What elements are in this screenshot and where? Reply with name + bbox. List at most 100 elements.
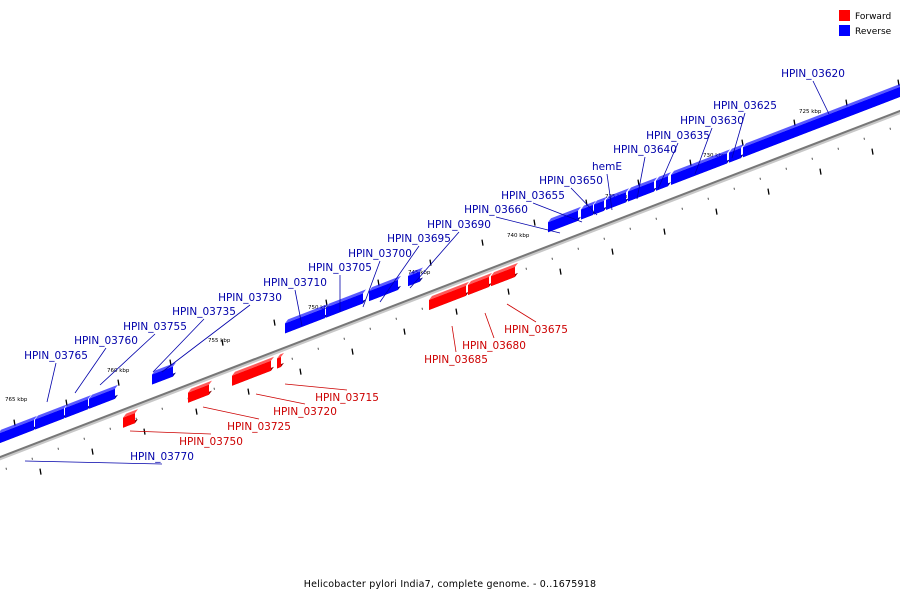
scale-tick [663, 228, 666, 235]
scale-tick [221, 339, 224, 346]
genome-caption: Helicobacter pylori India7, complete gen… [304, 579, 596, 590]
gene-label-hpin-03625: HPIN_03625 [713, 100, 777, 112]
forward-gene-block-face [277, 356, 281, 369]
reverse-gene-block-top [89, 384, 118, 399]
gene-label-hpin-03675: HPIN_03675 [504, 324, 568, 336]
reverse-gene-block-top [65, 395, 91, 409]
gene-label-hpin-03720: HPIN_03720 [273, 406, 337, 418]
gene-label-hpin-03700: HPIN_03700 [348, 248, 412, 260]
forward-gene-block [277, 352, 284, 369]
reverse-gene-block-top [285, 304, 328, 324]
scale-tick [273, 319, 276, 326]
gene-label-hpin-03680: HPIN_03680 [462, 340, 526, 352]
gene-label-hpin-03710: HPIN_03710 [263, 277, 327, 289]
reverse-gene-block-top [729, 144, 744, 153]
minor-tick [395, 317, 397, 320]
reverse-gene-block-top [326, 289, 366, 308]
reverse-gene-block [548, 206, 581, 233]
scale-tick [715, 208, 718, 215]
reverse-gene-block-top [408, 267, 423, 277]
reverse-gene-block [671, 149, 730, 185]
minor-tick [57, 447, 59, 450]
reverse-gene-block-top [628, 177, 657, 192]
forward-gene-block [468, 272, 492, 296]
minor-tick [213, 387, 215, 390]
minor-tick [629, 227, 631, 230]
reverse-gene-block-face [729, 148, 741, 163]
minor-tick [889, 127, 891, 130]
minor-tick [343, 337, 345, 340]
scale-tick [507, 288, 510, 295]
reverse-gene-block-face [326, 293, 363, 318]
minor-tick [759, 177, 761, 180]
reverse-gene-block-face [581, 204, 593, 220]
reverse-gene-block [369, 275, 401, 302]
gene-labels: HPIN_03620 HPIN_03625 HPIN_03630 HPIN_03635… [24, 68, 845, 463]
leader-line [731, 112, 746, 159]
label-leader-lines [24, 80, 830, 465]
gene-label-hpin-03765: HPIN_03765 [24, 350, 88, 362]
scale-tick [117, 379, 120, 386]
gene-label-hpin-03715: HPIN_03715 [315, 392, 379, 404]
leader-line [532, 202, 583, 223]
forward-gene-block-face [232, 360, 271, 386]
reverse-gene-block [65, 395, 91, 419]
gene-label-hpin-03750: HPIN_03750 [179, 436, 243, 448]
forward-gene-block-top [429, 281, 469, 301]
legend-reverse-swatch [839, 25, 850, 36]
reverse-gene-block-top [594, 196, 607, 205]
leader-line [74, 347, 107, 394]
reverse-gene-block-face [0, 419, 34, 443]
minor-tick [811, 157, 813, 160]
gene-label-hpin-03705: HPIN_03705 [308, 262, 372, 274]
forward-gene-block [232, 356, 274, 386]
reverse-gene-block-top [671, 149, 730, 175]
backbone-line [0, 109, 900, 459]
leader-line [506, 303, 537, 323]
reverse-gene-block-top [581, 200, 596, 210]
forward-gene-block-top [277, 352, 284, 359]
reverse-gene-block-face [285, 308, 325, 334]
legend-forward-label: Forward [855, 12, 891, 22]
leader-line [570, 187, 598, 216]
gene-label-hpin-03640: HPIN_03640 [613, 144, 677, 156]
legend: Forward Reverse [839, 10, 892, 37]
minor-tick [421, 307, 423, 310]
gene-label-hpin-03655: HPIN_03655 [501, 190, 565, 202]
forward-gene-block [429, 281, 469, 311]
gene-label-hpin-03660: HPIN_03660 [464, 204, 528, 216]
leader-line [409, 231, 460, 289]
leader-line [202, 406, 260, 420]
minor-tick [837, 147, 839, 150]
forward-gene-block-face [429, 285, 466, 311]
leader-line [129, 430, 212, 435]
gene-label-hpin-03755: HPIN_03755 [123, 321, 187, 333]
leader-line [379, 245, 420, 303]
reverse-gene-block [594, 196, 607, 215]
gene-label-hpin-03685: HPIN_03685 [424, 354, 488, 366]
scale-tick [481, 239, 484, 246]
reverse-gene-block [285, 304, 328, 334]
leader-line [284, 383, 348, 391]
scale-tick [611, 248, 614, 255]
forward-gene-block [123, 409, 138, 428]
reverse-gene-block [581, 200, 596, 220]
leader-line [636, 156, 646, 200]
minor-tick [785, 167, 787, 170]
reverse-gene-block-top [606, 188, 629, 200]
minor-tick [577, 247, 579, 250]
reverse-gene-block [408, 267, 423, 287]
leader-line [99, 333, 156, 386]
minor-tick [655, 217, 657, 220]
forward-gene-block-top [468, 272, 492, 286]
leader-line [451, 325, 457, 353]
leader-line [46, 362, 57, 403]
legend-reverse-label: Reverse [855, 27, 892, 37]
forward-gene-block-face [123, 413, 135, 428]
reverse-gene-block-top [35, 404, 67, 420]
leader-line [152, 318, 205, 373]
reverse-gene-block-face [548, 210, 578, 233]
gene-label-hpin-03725: HPIN_03725 [227, 421, 291, 433]
minor-tick [83, 437, 85, 440]
